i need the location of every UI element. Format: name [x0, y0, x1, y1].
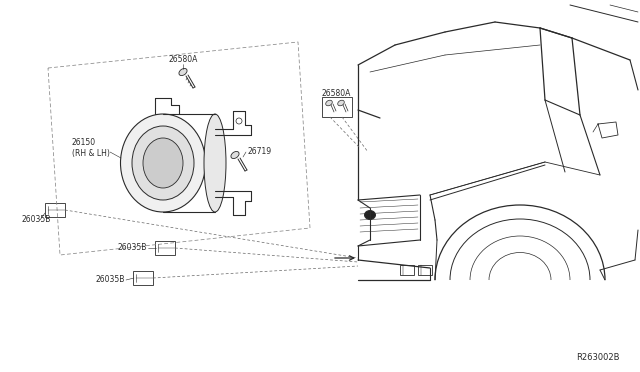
Bar [155, 241, 175, 255]
Ellipse shape [365, 211, 376, 219]
Ellipse shape [179, 68, 187, 76]
Text: 26035B: 26035B [118, 244, 147, 253]
Text: 26719: 26719 [248, 148, 272, 157]
Bar [45, 203, 65, 217]
Text: 26580A: 26580A [168, 55, 198, 64]
Text: 26150
(RH & LH): 26150 (RH & LH) [72, 138, 110, 158]
Bar [400, 265, 414, 275]
Ellipse shape [326, 100, 332, 106]
Ellipse shape [204, 114, 226, 212]
Bar [322, 97, 352, 117]
Text: 26035B: 26035B [96, 276, 125, 285]
Text: R263002B: R263002B [577, 353, 620, 362]
Bar [418, 265, 432, 275]
Ellipse shape [338, 100, 344, 106]
Bar [133, 271, 153, 285]
Ellipse shape [132, 126, 194, 200]
Ellipse shape [120, 114, 205, 212]
Ellipse shape [231, 151, 239, 158]
Text: 26580A: 26580A [322, 89, 351, 97]
Text: 26035B: 26035B [22, 215, 51, 224]
Ellipse shape [143, 138, 183, 188]
